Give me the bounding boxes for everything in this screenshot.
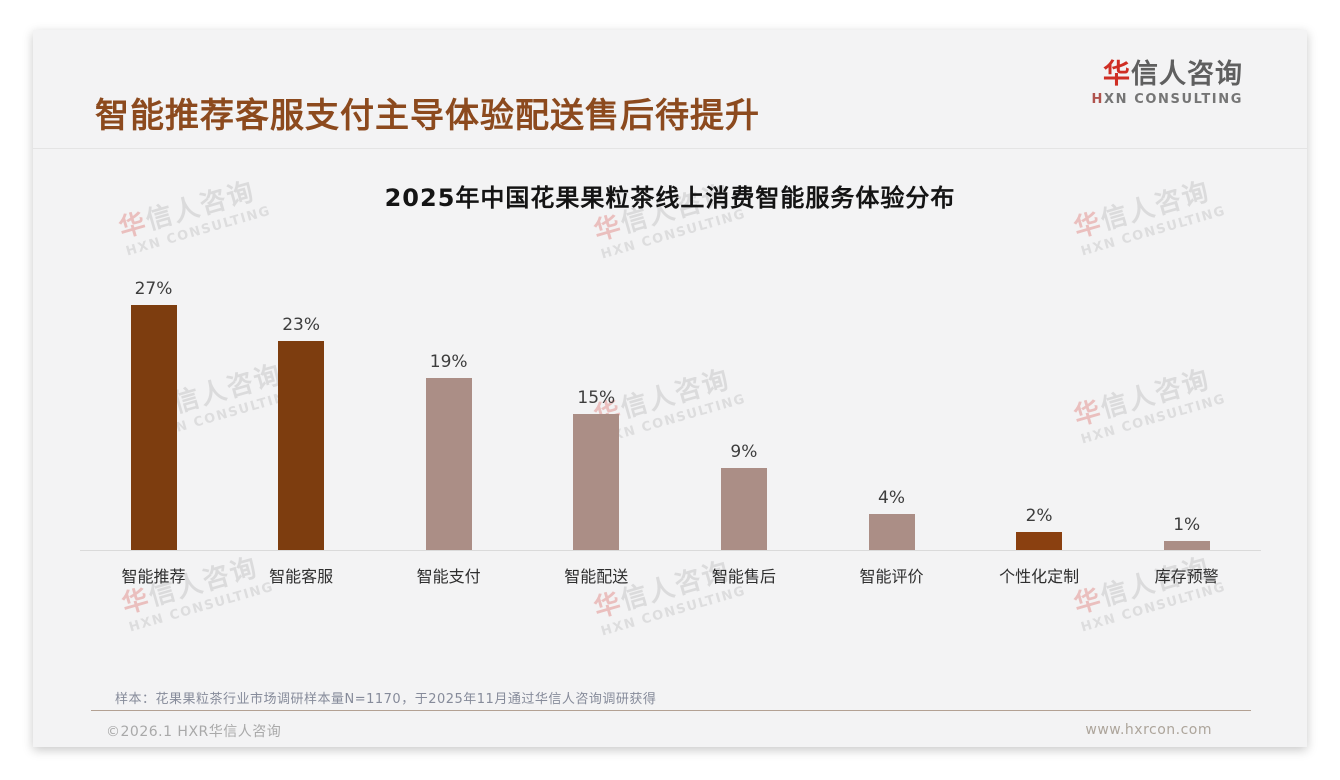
bar-value-label: 4% (878, 488, 905, 508)
bar-value-label: 15% (577, 388, 616, 408)
page-title: 智能推荐客服支付主导体验配送售后待提升 (95, 96, 760, 136)
bar (425, 378, 472, 550)
bar-column-5: 9% 智能售后 (670, 442, 817, 586)
logo-zh-rest: 信人咨询 (1131, 59, 1243, 90)
footer-divider (91, 710, 1251, 711)
x-axis-line (80, 550, 1261, 551)
website-text: www.hxrcon.com (1085, 722, 1212, 738)
bar-column-3: 19% 智能支付 (375, 352, 522, 586)
company-logo: 华信人咨询 HXN CONSULTING (1092, 52, 1244, 107)
bar (720, 468, 767, 550)
bar (868, 514, 915, 550)
bar (278, 341, 325, 550)
logo-zh-first-char: 华 (1103, 59, 1131, 90)
bar (573, 414, 620, 550)
category-label: 智能售后 (711, 567, 776, 586)
header-divider (33, 148, 1307, 149)
category-label: 智能推荐 (121, 567, 186, 586)
bar-column-2: 23% 智能客服 (228, 315, 375, 586)
bar-value-label: 27% (134, 279, 173, 299)
bar (1163, 541, 1210, 550)
bar-value-label: 9% (730, 442, 758, 462)
bar-value-label: 19% (429, 352, 468, 372)
bar-column-1: 27% 智能推荐 (80, 279, 227, 586)
category-label: 个性化定制 (999, 567, 1080, 586)
copyright-text: ©2026.1 HXR华信人咨询 (106, 724, 282, 740)
bar-column-8: 1% 库存预警 (1113, 515, 1260, 586)
bar-column-4: 15% 智能配送 (523, 388, 670, 586)
bar (1016, 532, 1063, 550)
sample-note: 样本：花果果粒茶行业市场调研样本量N=1170，于2025年11月通过华信人咨询… (115, 692, 657, 707)
bar-column-6: 4% 智能评价 (818, 488, 965, 586)
bar-column-7: 2% 个性化定制 (966, 506, 1113, 586)
category-label: 智能支付 (416, 567, 481, 586)
category-label: 智能评价 (859, 567, 924, 586)
logo-english-text: HXN CONSULTING (1092, 92, 1244, 107)
logo-chinese-text: 华信人咨询 (1092, 52, 1244, 91)
logo-en-rest: XN CONSULTING (1103, 92, 1243, 107)
chart-title: 2025年中国花果果粒茶线上消费智能服务体验分布 (384, 184, 956, 212)
bar-value-label: 1% (1173, 515, 1201, 535)
category-label: 智能客服 (269, 567, 334, 586)
bar-value-label: 23% (282, 315, 320, 335)
category-label: 库存预警 (1154, 567, 1219, 586)
category-label: 智能配送 (564, 567, 629, 586)
bar (130, 305, 177, 550)
logo-en-first-char: H (1091, 92, 1104, 107)
plot-area: 27% 智能推荐 23% 智能客服 19% 智能支付 15% 智能配送 9% 智能售后 4% 智能评价… (33, 30, 1307, 747)
bar-value-label: 2% (1025, 506, 1053, 526)
report-slide: 智能推荐客服支付主导体验配送售后待提升 华信人咨询 HXN CONSULTING… (33, 30, 1307, 747)
